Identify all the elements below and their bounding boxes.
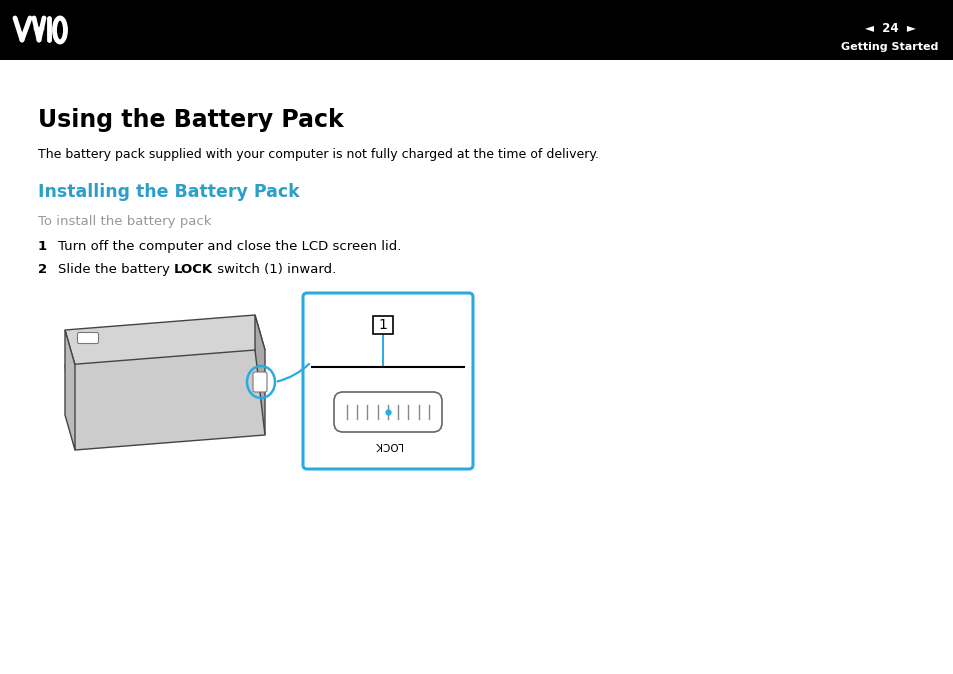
Text: ◄  24  ►: ◄ 24 ►: [863, 22, 915, 35]
Text: 1: 1: [378, 318, 387, 332]
Text: LOCK: LOCK: [174, 263, 213, 276]
Text: Turn off the computer and close the LCD screen lid.: Turn off the computer and close the LCD …: [58, 240, 401, 253]
Text: 2: 2: [38, 263, 47, 276]
Text: Getting Started: Getting Started: [841, 42, 938, 52]
FancyBboxPatch shape: [334, 392, 441, 432]
Text: switch (1) inward.: switch (1) inward.: [213, 263, 336, 276]
Polygon shape: [254, 315, 265, 435]
Text: Using the Battery Pack: Using the Battery Pack: [38, 108, 343, 132]
FancyBboxPatch shape: [303, 293, 473, 469]
FancyBboxPatch shape: [253, 372, 267, 392]
Text: LOCK: LOCK: [374, 440, 401, 450]
Text: 1: 1: [38, 240, 47, 253]
Polygon shape: [65, 315, 265, 365]
Text: To install the battery pack: To install the battery pack: [38, 215, 212, 228]
Polygon shape: [65, 350, 265, 450]
FancyBboxPatch shape: [77, 332, 98, 344]
Text: Installing the Battery Pack: Installing the Battery Pack: [38, 183, 299, 201]
Bar: [0, 0, 953, 60]
Text: The battery pack supplied with your computer is not fully charged at the time of: The battery pack supplied with your comp…: [38, 148, 598, 161]
Text: Slide the battery: Slide the battery: [58, 263, 174, 276]
Polygon shape: [65, 330, 75, 450]
FancyBboxPatch shape: [373, 316, 393, 334]
